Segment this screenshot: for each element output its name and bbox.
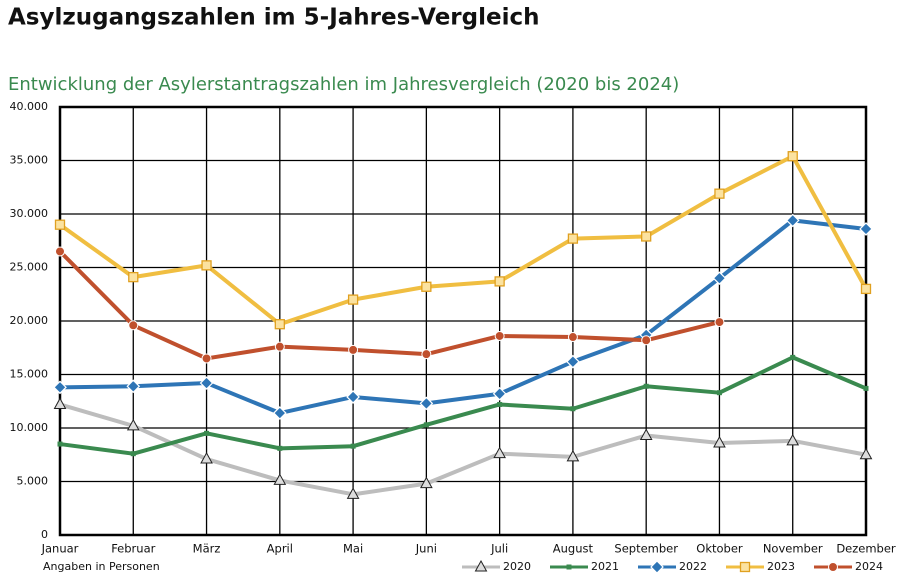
marker xyxy=(712,271,727,286)
marker xyxy=(350,443,356,449)
x-tick-label: September xyxy=(614,542,678,556)
marker xyxy=(492,386,507,401)
marker xyxy=(55,246,65,257)
y-tick-label: 25.000 xyxy=(10,261,49,274)
marker xyxy=(714,317,725,328)
marker xyxy=(420,476,433,489)
marker xyxy=(419,396,434,411)
x-tick-label: März xyxy=(193,542,221,556)
marker xyxy=(274,319,285,330)
marker xyxy=(57,441,63,447)
series-line xyxy=(59,218,867,416)
series-line xyxy=(59,402,867,497)
x-tick-label: Januar xyxy=(41,542,79,556)
marker xyxy=(346,390,360,404)
marker xyxy=(641,231,652,242)
series-line xyxy=(59,355,867,456)
legend-label: 2022 xyxy=(679,560,707,573)
marker xyxy=(570,406,576,412)
marker xyxy=(274,341,285,352)
marker xyxy=(650,560,664,574)
legend-label: 2021 xyxy=(591,560,619,573)
marker xyxy=(277,445,283,451)
marker xyxy=(790,354,796,360)
marker xyxy=(423,422,429,428)
marker xyxy=(201,260,212,271)
marker xyxy=(716,390,722,396)
y-tick-label: 15.000 xyxy=(10,368,49,381)
y-tick-label: 5.000 xyxy=(17,475,49,488)
x-tick-label: Dezember xyxy=(836,542,896,556)
plot-frame xyxy=(58,105,868,537)
marker xyxy=(567,332,578,343)
x-tick-label: Februar xyxy=(111,542,155,556)
x-tick-label: Juni xyxy=(415,542,437,556)
marker xyxy=(53,397,67,409)
marker xyxy=(713,435,726,448)
marker xyxy=(787,151,798,162)
legend-label: 2023 xyxy=(767,560,795,573)
x-tick-label: Oktober xyxy=(696,542,743,556)
marker xyxy=(201,353,212,364)
marker xyxy=(128,271,139,283)
y-tick-label: 0 xyxy=(41,528,48,541)
x-tick-label: Juli xyxy=(490,542,508,556)
marker xyxy=(474,559,488,572)
marker xyxy=(566,564,572,570)
marker xyxy=(126,418,140,431)
marker xyxy=(859,222,873,236)
marker xyxy=(494,276,505,287)
legend-label: 2020 xyxy=(503,560,531,573)
y-tick-label: 35.000 xyxy=(10,154,49,167)
marker xyxy=(643,383,649,389)
marker xyxy=(493,446,506,459)
chart-title: Asylzugangszahlen im 5-Jahres-Vergleich xyxy=(8,5,539,31)
marker xyxy=(204,430,210,436)
marker xyxy=(348,344,359,355)
series-line xyxy=(58,154,868,327)
marker xyxy=(346,487,360,499)
chart-subtitle: Entwicklung der Asylerstantragszahlen im… xyxy=(8,74,679,95)
marker xyxy=(199,376,214,390)
marker xyxy=(828,562,838,572)
y-tick-label: 30.000 xyxy=(10,207,49,220)
y-tick-label: 10.000 xyxy=(10,421,49,434)
marker xyxy=(785,213,800,228)
marker xyxy=(859,447,873,460)
marker xyxy=(739,561,751,573)
x-tick-label: August xyxy=(553,542,594,556)
marker xyxy=(53,380,67,395)
series-line xyxy=(58,250,720,361)
annotation: Angaben in Personen xyxy=(43,560,160,573)
marker xyxy=(273,473,287,485)
x-tick-label: Mai xyxy=(343,542,363,556)
x-tick-label: April xyxy=(267,542,293,556)
marker xyxy=(421,349,432,360)
marker xyxy=(566,449,580,462)
y-tick-label: 20.000 xyxy=(10,314,49,327)
marker xyxy=(714,188,725,199)
marker xyxy=(130,451,136,457)
marker xyxy=(128,320,139,331)
marker xyxy=(347,294,359,305)
marker xyxy=(567,233,579,244)
marker xyxy=(200,451,213,464)
marker xyxy=(272,406,287,420)
marker xyxy=(566,354,580,369)
marker xyxy=(497,401,503,407)
marker xyxy=(641,335,652,346)
marker xyxy=(494,330,505,341)
legend-label: 2024 xyxy=(855,560,883,573)
marker xyxy=(863,385,869,391)
marker xyxy=(421,281,432,292)
marker xyxy=(126,379,141,394)
y-tick-label: 40.000 xyxy=(10,100,49,113)
x-tick-label: November xyxy=(763,542,823,556)
marker xyxy=(786,433,800,446)
marker xyxy=(860,283,872,295)
marker xyxy=(639,428,653,440)
marker xyxy=(54,219,66,230)
